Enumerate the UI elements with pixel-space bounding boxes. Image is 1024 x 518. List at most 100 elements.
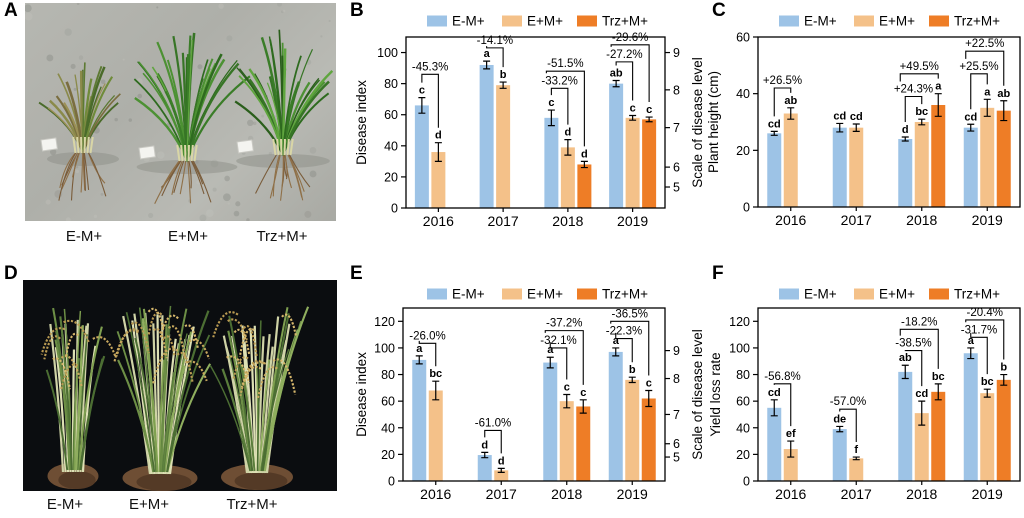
- sig-letter: b: [629, 364, 636, 376]
- sig-letter: bc: [981, 376, 994, 388]
- root: [190, 160, 205, 195]
- leaf-blade: [142, 308, 159, 473]
- concrete-speckle: [205, 209, 214, 218]
- error-bar: [645, 389, 653, 408]
- concrete-speckle: [45, 199, 51, 205]
- concrete-speckle: [70, 63, 76, 69]
- concrete-speckle: [100, 192, 104, 196]
- root: [191, 160, 204, 185]
- panel-f-letter: F: [712, 263, 724, 284]
- sig-letter: a: [613, 335, 620, 347]
- pct-annotation: -14.1%: [477, 35, 513, 47]
- y-tick-label: 100: [729, 341, 750, 355]
- bar-F-2019-E-M+: [963, 353, 978, 481]
- concrete-speckle: [309, 170, 317, 178]
- x-tick-label: 2017: [486, 486, 517, 502]
- bar-B-2019-Trz+M+: [642, 119, 657, 208]
- concrete-speckle: [328, 19, 331, 23]
- x-tick-label: 2019: [972, 486, 1003, 502]
- y-axis-title: Plant height (cm): [706, 71, 721, 173]
- sig-letter: de: [833, 413, 846, 425]
- bar-F-2018-E+M+: [914, 413, 929, 481]
- concrete-speckle: [73, 87, 77, 91]
- legend-swatch-Trz+M+: [929, 15, 949, 27]
- stem-base: [286, 138, 290, 156]
- legend-swatch-Trz+M+: [577, 288, 597, 300]
- panicle: [242, 360, 265, 383]
- bracket: [899, 73, 939, 82]
- error-bar: [481, 451, 489, 459]
- x-tick-label: 2016: [423, 213, 454, 229]
- error-bar: [852, 123, 860, 132]
- panicle: [130, 321, 150, 354]
- error-bar: [983, 388, 991, 398]
- error-bar: [918, 400, 926, 426]
- concrete-speckle: [93, 214, 98, 219]
- pct-annotation: -20.4%: [967, 307, 1003, 319]
- leaf-blade: [64, 368, 73, 471]
- sig-letter: ab: [610, 68, 623, 80]
- pct-annotation: -33.2%: [541, 75, 577, 87]
- bar-C-2016-E+M+: [783, 113, 798, 207]
- pct-annotation: -22.3%: [606, 326, 642, 338]
- leaf-blade: [117, 359, 155, 473]
- y-tick-label: 40: [384, 139, 398, 153]
- panicle: [43, 335, 61, 360]
- rice-stem: [257, 336, 265, 474]
- panicle: [60, 355, 83, 388]
- error-bar: [483, 60, 491, 70]
- bracket: [610, 44, 650, 103]
- plot-border: [757, 307, 1021, 482]
- y2-tick-label: 6: [673, 161, 680, 175]
- panicle: [159, 314, 179, 338]
- sig-letter: ab: [997, 88, 1010, 100]
- bar-C-2016-E-M+: [767, 133, 782, 207]
- bar-E-2019-Trz+M+: [641, 398, 656, 481]
- y-tick-label: 0: [743, 201, 750, 215]
- y-tick-label: 40: [736, 421, 750, 435]
- concrete-speckle: [199, 214, 207, 221]
- legend-swatch-Trz+M+: [929, 288, 949, 300]
- concrete-speckle: [100, 79, 106, 85]
- leaf-blade: [185, 75, 251, 162]
- panel-a-photo: [25, 3, 336, 221]
- panicle: [233, 328, 251, 355]
- leaf-blade: [186, 39, 193, 162]
- root: [288, 154, 304, 201]
- leaf-blade: [258, 359, 271, 472]
- y2-tick-label: 7: [673, 408, 680, 422]
- concrete-speckle: [76, 3, 80, 6]
- pct-annotation: -56.8%: [764, 371, 800, 383]
- legend-swatch-E+M+: [502, 15, 522, 27]
- sig-letter: a: [935, 81, 942, 93]
- error-bar: [546, 356, 554, 369]
- error-bar: [967, 123, 975, 132]
- photo-a-label-1: E-M+: [65, 228, 103, 245]
- bar-E-2016-E+M+: [428, 390, 443, 481]
- legend-swatch-E-M+: [427, 288, 447, 300]
- panicle: [272, 358, 297, 395]
- bar-B-2019-E-M+: [609, 83, 624, 208]
- panicle: [147, 307, 165, 329]
- photo-a-label-2: E+M+: [167, 228, 209, 245]
- legend-label-E+M+: E+M+: [527, 14, 563, 29]
- legend-label-E-M+: E-M+: [804, 287, 837, 302]
- error-bar: [612, 79, 620, 88]
- error-bar: [983, 98, 991, 117]
- error-bar: [580, 160, 588, 169]
- leaf-blade: [221, 368, 252, 472]
- plant-tag: [40, 137, 58, 152]
- legend-swatch-E+M+: [854, 15, 874, 27]
- y2-tick-label: 9: [673, 344, 680, 358]
- leaf-blade: [138, 307, 157, 473]
- legend-label-Trz+M+: Trz+M+: [954, 14, 1000, 29]
- root: [179, 160, 187, 195]
- bar-B-2018-Trz+M+: [577, 164, 592, 208]
- error-bar: [1000, 373, 1008, 386]
- stem-base: [289, 138, 294, 156]
- root: [173, 160, 185, 193]
- y-tick-label: 120: [374, 315, 395, 329]
- panicle: [151, 347, 179, 385]
- stem-base: [76, 136, 80, 154]
- bar-C-2017-E+M+: [849, 127, 864, 207]
